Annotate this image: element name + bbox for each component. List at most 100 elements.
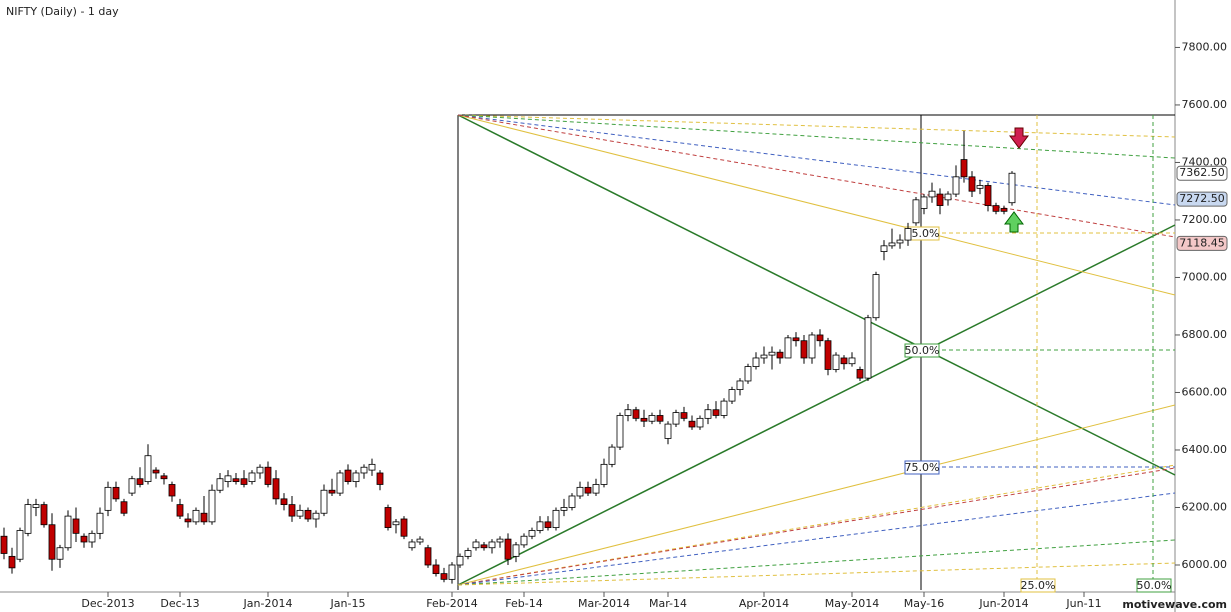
candle-body (944, 193, 952, 201)
candle-body (24, 504, 32, 534)
fan-label-box (1020, 578, 1056, 593)
y-tick-label: 7000.00 (1182, 270, 1228, 283)
candle-body (80, 535, 88, 543)
candle-body (920, 196, 928, 209)
x-tick-label: Feb-2014 (426, 597, 477, 610)
chart-title: NIFTY (Daily) - 1 day (6, 5, 119, 18)
candle-body (984, 185, 992, 206)
candle-body (488, 541, 496, 549)
candle-body (520, 535, 528, 546)
candle-body (992, 205, 1000, 212)
candle-body (680, 412, 688, 419)
candle-body (312, 512, 320, 520)
fan-labels: 25.0% 50.0% 75.0% 25.0% 50.0% (904, 226, 1172, 593)
fan-label-box (904, 460, 940, 475)
candle-body (408, 541, 416, 549)
fan-line (457, 562, 1176, 586)
y-tick-label: 7400.00 (1182, 155, 1228, 168)
candle-body (328, 489, 336, 494)
candle-body (120, 501, 128, 514)
candle-body (336, 472, 344, 494)
candle-body (432, 564, 440, 575)
candle-body (624, 409, 632, 416)
x-tick-label: Apr-2014 (739, 597, 789, 610)
candle-body (200, 512, 208, 523)
candle-body (656, 415, 664, 422)
fan-label: 50.0% (1137, 579, 1172, 592)
candle-body (640, 417, 648, 422)
candle-body (344, 469, 352, 483)
candle-body (776, 351, 784, 359)
candle-body (272, 478, 280, 500)
candle-body (696, 417, 704, 428)
candle-body (560, 507, 568, 511)
candle-body (816, 334, 824, 342)
y-tick-label: 7200.00 (1182, 213, 1228, 226)
candle-body (352, 472, 360, 483)
fan-line (457, 492, 1176, 586)
fan-label: 75.0% (905, 461, 940, 474)
candle-body (112, 486, 120, 500)
candle-body (672, 412, 680, 425)
price-tag-label: 7272.50 (1179, 192, 1225, 205)
x-tick-label: Dec-2013 (81, 597, 134, 610)
candle-body (176, 504, 184, 517)
candle-body (40, 504, 48, 526)
gann-fan (457, 114, 1176, 590)
candle-body (280, 498, 288, 506)
y-tick-label: 7800.00 (1182, 40, 1228, 53)
candle-body (224, 475, 232, 483)
fan-line (457, 114, 1176, 476)
candle-body (832, 354, 840, 370)
y-tick-label: 6600.00 (1182, 385, 1228, 398)
candle-body (320, 489, 328, 514)
candle-body (856, 369, 864, 379)
candle-body (368, 463, 376, 471)
candle-body (888, 242, 896, 247)
candle-body (976, 185, 984, 189)
candle-body (616, 415, 624, 448)
candle-body (192, 509, 200, 523)
candle-body (704, 409, 712, 419)
fan-label: 25.0% (905, 227, 940, 240)
candle-body (16, 530, 24, 560)
fan-line (457, 404, 1176, 586)
candle-body (1000, 208, 1008, 212)
candle-body (56, 547, 64, 560)
price-tag-label: 7362.50 (1179, 166, 1225, 179)
candle-body (584, 486, 592, 494)
candle-body (88, 532, 96, 543)
x-tick-label: May-16 (904, 597, 945, 610)
candle-body (296, 509, 304, 517)
x-tick-label: Jan-2014 (243, 597, 293, 610)
price-tag (1176, 165, 1228, 181)
y-tick-label: 7600.00 (1182, 98, 1228, 111)
candle-body (800, 340, 808, 359)
candle-body (8, 555, 16, 569)
candle-body (664, 423, 672, 439)
candle-body (96, 512, 104, 534)
fan-line (457, 114, 1176, 138)
candle-body (208, 489, 216, 523)
y-tick-label: 6800.00 (1182, 328, 1228, 341)
candle-body (936, 193, 944, 206)
candle-body (840, 357, 848, 365)
candle-body (648, 415, 656, 422)
candle-body (392, 521, 400, 526)
candle-body (72, 518, 80, 534)
candle-body (608, 446, 616, 465)
candle-body (416, 538, 424, 543)
candle-body (360, 466, 368, 474)
candle-body (848, 357, 856, 365)
candle-body (896, 239, 904, 244)
candle-body (464, 550, 472, 557)
fan-line (457, 114, 1176, 296)
price-tag (1176, 235, 1228, 251)
x-tick-label: Dec-13 (160, 597, 199, 610)
candle-body (968, 176, 976, 192)
candle-body (480, 544, 488, 549)
candle-body (864, 317, 872, 379)
candle-body (768, 351, 776, 356)
candle-body (160, 475, 168, 480)
